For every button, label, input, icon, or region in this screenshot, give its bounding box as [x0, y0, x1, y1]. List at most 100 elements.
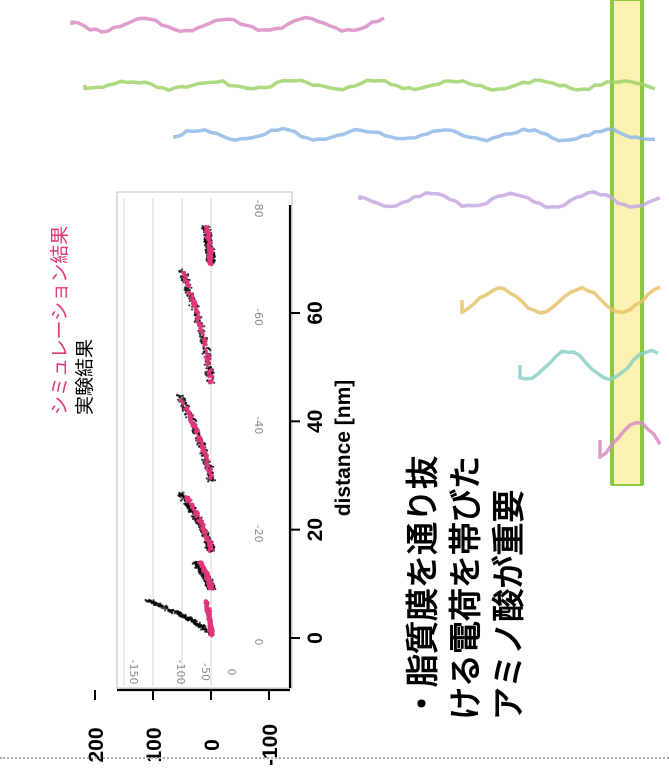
series-1-point [205, 227, 209, 231]
series-1-point [190, 292, 194, 296]
series-0-point [194, 566, 197, 569]
series-1-point [205, 361, 209, 365]
protein-chain [460, 285, 661, 315]
series-1-point [191, 502, 195, 506]
caption-line-3: アミノ酸が重要 [489, 490, 528, 720]
series-0-point [165, 604, 168, 607]
series-1-point [191, 507, 195, 511]
series-0-point [207, 531, 210, 534]
series-0-point [201, 534, 204, 537]
series-0-point [176, 398, 180, 401]
series-0-point [214, 479, 217, 482]
caption-line-1: ・脂質膜を通り抜 [403, 456, 442, 720]
series-1-point [202, 451, 206, 455]
series-1-point [200, 446, 204, 450]
series-1-point [209, 582, 213, 586]
series-1-point [210, 625, 214, 629]
series-1-point [203, 599, 207, 603]
series-1-point [208, 633, 212, 637]
series-0-point [144, 598, 147, 602]
plot-area [116, 191, 293, 689]
series-0-point [183, 614, 186, 617]
series-0-point [201, 352, 204, 355]
series-1-point [202, 528, 206, 532]
series-1-point [182, 273, 186, 277]
series-1-point [187, 290, 192, 295]
series-0-point [183, 616, 186, 619]
series-1-segment-2 [184, 495, 214, 553]
series-1-point [187, 415, 191, 419]
series-0-point [209, 228, 212, 231]
series-1-point [205, 467, 209, 471]
series-0-point [196, 441, 199, 444]
series-0-point [198, 332, 201, 335]
x-tick-label-3: 60 [304, 301, 327, 324]
series-1-point [204, 601, 209, 605]
series-0-point [164, 609, 167, 612]
series-1-point [186, 499, 190, 503]
series-0-point [182, 491, 185, 494]
protein-chain [70, 15, 385, 34]
series-0-point [203, 234, 206, 237]
series-1-segment-1 [197, 560, 215, 591]
y-tick-label-1: 0 [201, 739, 224, 751]
series-0-point [192, 561, 195, 564]
series-0-point [199, 338, 202, 341]
series-1-point [192, 512, 197, 516]
series-0-point [186, 273, 190, 276]
series-1-point [197, 323, 201, 328]
series-0-point [178, 611, 182, 614]
inset-tick-label-0: 0 [252, 639, 265, 646]
series-0-point [163, 606, 166, 609]
series-1-point [198, 435, 202, 439]
series-1-point [210, 254, 214, 258]
series-1-point [206, 353, 210, 357]
series-0-point [152, 599, 155, 602]
series-0-point [179, 396, 182, 399]
series-1-point [209, 547, 213, 551]
series-0-point [159, 605, 162, 608]
series-1-segment-4 [181, 270, 215, 385]
series-0-point [207, 480, 210, 483]
series-0-point [169, 609, 172, 612]
series-0-point [178, 493, 182, 496]
series-0-point [204, 371, 207, 374]
series-1-point [189, 420, 193, 424]
series-1-point [205, 604, 209, 608]
series-1-segment-3 [179, 398, 214, 480]
series-0-point [195, 420, 198, 423]
series-0-point [210, 464, 213, 467]
x-tick-label-0: 0 [304, 632, 327, 644]
series-0-point [213, 381, 216, 384]
series-1-point [200, 443, 204, 447]
inset-tick-label-3: -60 [252, 308, 265, 326]
series-0-point [188, 304, 191, 307]
series-1-point [206, 536, 210, 541]
series-1-point [199, 440, 203, 444]
x-tick-label-2: 40 [304, 410, 327, 433]
series-1-point [210, 379, 214, 383]
series-1-point [211, 628, 215, 632]
series-1-point [209, 368, 213, 372]
series-0-point [171, 608, 174, 612]
series-1-point [194, 427, 198, 431]
series-1-point [194, 302, 198, 306]
series-0-point [184, 291, 187, 294]
series-0-point [179, 395, 182, 398]
series-0-point [201, 458, 204, 461]
series-0-point [212, 465, 215, 468]
series-0-point [181, 394, 184, 397]
series-1-point [181, 401, 185, 405]
series-0-point [191, 620, 194, 623]
series-1-point [210, 248, 214, 252]
series-1-point [199, 561, 203, 565]
series-1-point [198, 517, 203, 521]
series-1-point [199, 526, 203, 530]
series-1-point [201, 565, 205, 569]
series-0-point [203, 363, 206, 366]
series-1-point [195, 318, 200, 322]
series-1-point [202, 344, 206, 348]
series-1-point [207, 543, 211, 547]
series-1-point [182, 278, 187, 282]
